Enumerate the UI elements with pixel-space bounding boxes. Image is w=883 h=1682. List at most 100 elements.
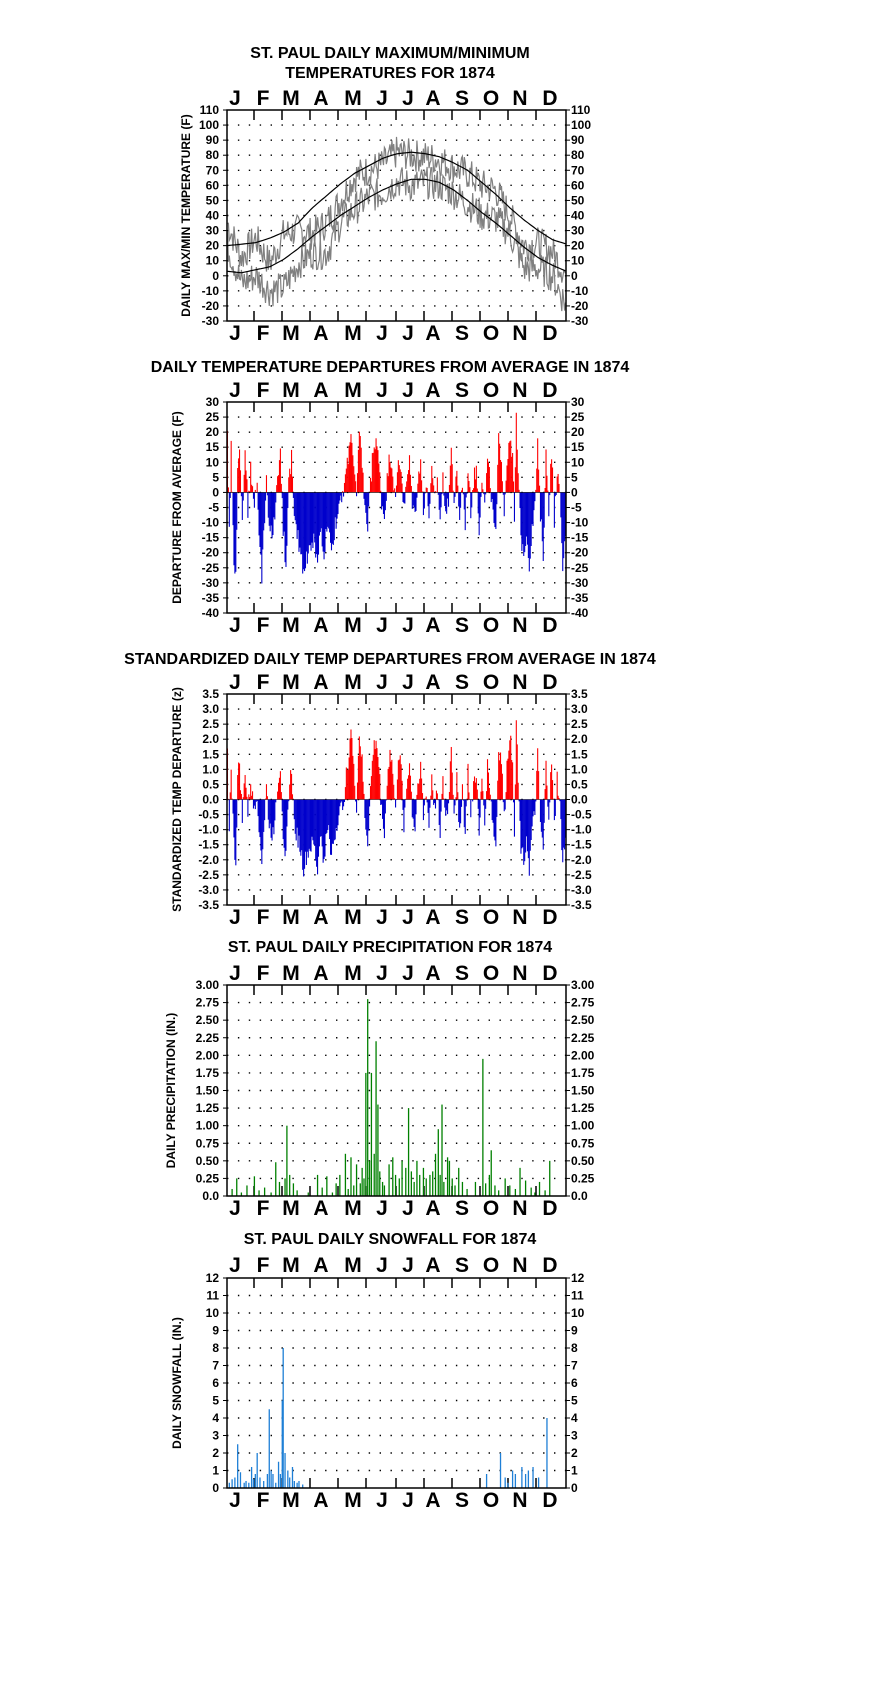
month-label-top: O: [483, 379, 499, 402]
month-label-top: M: [282, 1254, 300, 1277]
y-tick-left: 10: [206, 1306, 220, 1320]
month-label-bottom: J: [229, 614, 241, 637]
month-label-bottom: N: [512, 322, 527, 345]
month-label-top: O: [483, 671, 499, 694]
month-label-top: M: [282, 962, 300, 985]
month-label-bottom: M: [282, 614, 300, 637]
y-tick-right: -10: [571, 284, 589, 298]
month-label-top: A: [313, 379, 328, 402]
y-tick-left: -2.5: [198, 868, 219, 882]
y-tick-left: 12: [206, 1271, 220, 1285]
month-label-top: J: [402, 962, 414, 985]
y-tick-left: 110: [200, 103, 220, 117]
y-tick-left: 3: [212, 1429, 219, 1443]
y-tick-left: 0.75: [196, 1136, 220, 1150]
y-tick-left: 0.0: [202, 793, 219, 807]
month-label-bottom: A: [313, 1197, 328, 1220]
y-tick-right: 9: [571, 1324, 578, 1338]
y-tick-right: 2.25: [571, 1031, 595, 1045]
y-axis-label: DAILY SNOWFALL (IN.): [170, 1317, 184, 1449]
y-tick-left: -30: [202, 314, 220, 328]
y-tick-left: -20: [202, 546, 220, 560]
chart-title: ST. PAUL DAILY PRECIPITATION FOR 1874: [228, 939, 552, 956]
month-label-bottom: J: [229, 906, 241, 929]
month-label-bottom: M: [344, 906, 362, 929]
month-label-top: O: [483, 1254, 499, 1277]
y-tick-left: -3.0: [198, 883, 219, 897]
month-label-top: A: [425, 379, 440, 402]
y-tick-right: 15: [571, 440, 585, 454]
plot-frame: [226, 984, 567, 1197]
y-tick-right: 60: [571, 178, 585, 192]
y-tick-right: 8: [571, 1341, 578, 1355]
y-axis-label: DAILY PRECIPITATION (IN.): [164, 1013, 178, 1169]
normal-max-line: [227, 151, 566, 247]
chart-title: ST. PAUL DAILY SNOWFALL FOR 1874: [244, 1231, 537, 1248]
month-label-bottom: M: [282, 1489, 300, 1512]
y-tick-left: 2.50: [196, 1013, 220, 1027]
y-tick-right: 2.50: [571, 1013, 595, 1027]
month-label-bottom: O: [483, 322, 499, 345]
y-tick-left: 1.0: [202, 762, 219, 776]
y-tick-right: 0.0: [571, 793, 588, 807]
y-tick-right: 40: [571, 209, 585, 223]
month-label-bottom: J: [229, 1489, 241, 1512]
month-label-bottom: A: [425, 322, 440, 345]
month-label-bottom: O: [483, 906, 499, 929]
month-label-top: M: [344, 962, 362, 985]
month-label-top: D: [542, 1254, 557, 1277]
month-label-bottom: A: [425, 1197, 440, 1220]
y-tick-right: 2: [571, 1446, 578, 1460]
y-tick-right: 1: [571, 1464, 578, 1478]
month-label-top: F: [257, 962, 270, 985]
month-label-top: J: [402, 379, 414, 402]
y-tick-left: -5: [208, 501, 219, 515]
month-label-top: N: [512, 379, 527, 402]
month-label-top: D: [542, 379, 557, 402]
y-tick-right: -35: [571, 591, 589, 605]
y-tick-right: 0.25: [571, 1171, 595, 1185]
y-tick-left: 3.00: [196, 978, 220, 992]
chart-title: ST. PAUL DAILY MAXIMUM/MINIMUM: [250, 45, 529, 62]
y-tick-right: 90: [571, 133, 585, 147]
y-tick-left: 0: [212, 485, 219, 499]
month-label-bottom: A: [313, 906, 328, 929]
y-tick-right: 3: [571, 1429, 578, 1443]
month-label-bottom: N: [512, 614, 527, 637]
y-tick-right: -20: [571, 546, 589, 560]
y-tick-left: 10: [206, 254, 220, 268]
y-tick-right: 5: [571, 470, 578, 484]
month-label-bottom: M: [282, 906, 300, 929]
y-tick-left: 2.0: [202, 732, 219, 746]
month-label-top: J: [229, 1254, 241, 1277]
month-label-top: S: [455, 1254, 469, 1277]
y-tick-left: 10: [206, 455, 220, 469]
y-tick-right: -3.5: [571, 898, 592, 912]
month-label-bottom: A: [425, 1489, 440, 1512]
y-tick-right: 10: [571, 1306, 585, 1320]
precipitation-chart: ST. PAUL DAILY PRECIPITATION FOR 1874 J J F…: [164, 939, 595, 1220]
y-tick-left: -40: [202, 606, 220, 620]
y-tick-left: 5: [212, 1394, 219, 1408]
y-tick-left: -25: [202, 561, 220, 575]
month-label-bottom: S: [455, 1489, 469, 1512]
y-tick-left: -10: [202, 284, 220, 298]
month-label-top: M: [344, 671, 362, 694]
month-label-bottom: J: [376, 906, 388, 929]
y-tick-right: 1.5: [571, 747, 588, 761]
y-tick-left: 1: [212, 1464, 219, 1478]
y-tick-left: 2.25: [196, 1031, 220, 1045]
month-label-top: N: [512, 962, 527, 985]
month-label-bottom: J: [376, 1197, 388, 1220]
month-label-bottom: F: [257, 614, 270, 637]
month-label-bottom: J: [402, 906, 414, 929]
y-tick-right: 0: [571, 485, 578, 499]
y-tick-right: -2.0: [571, 853, 592, 867]
month-label-top: D: [542, 87, 557, 110]
month-label-top: A: [425, 1254, 440, 1277]
y-tick-left: 1.75: [196, 1066, 220, 1080]
month-label-bottom: M: [344, 322, 362, 345]
temperature-chart: ST. PAUL DAILY MAXIMUM/MINIMUM TEMPERATUR…: [179, 45, 591, 345]
month-label-bottom: J: [229, 1197, 241, 1220]
y-tick-left: 20: [206, 425, 220, 439]
